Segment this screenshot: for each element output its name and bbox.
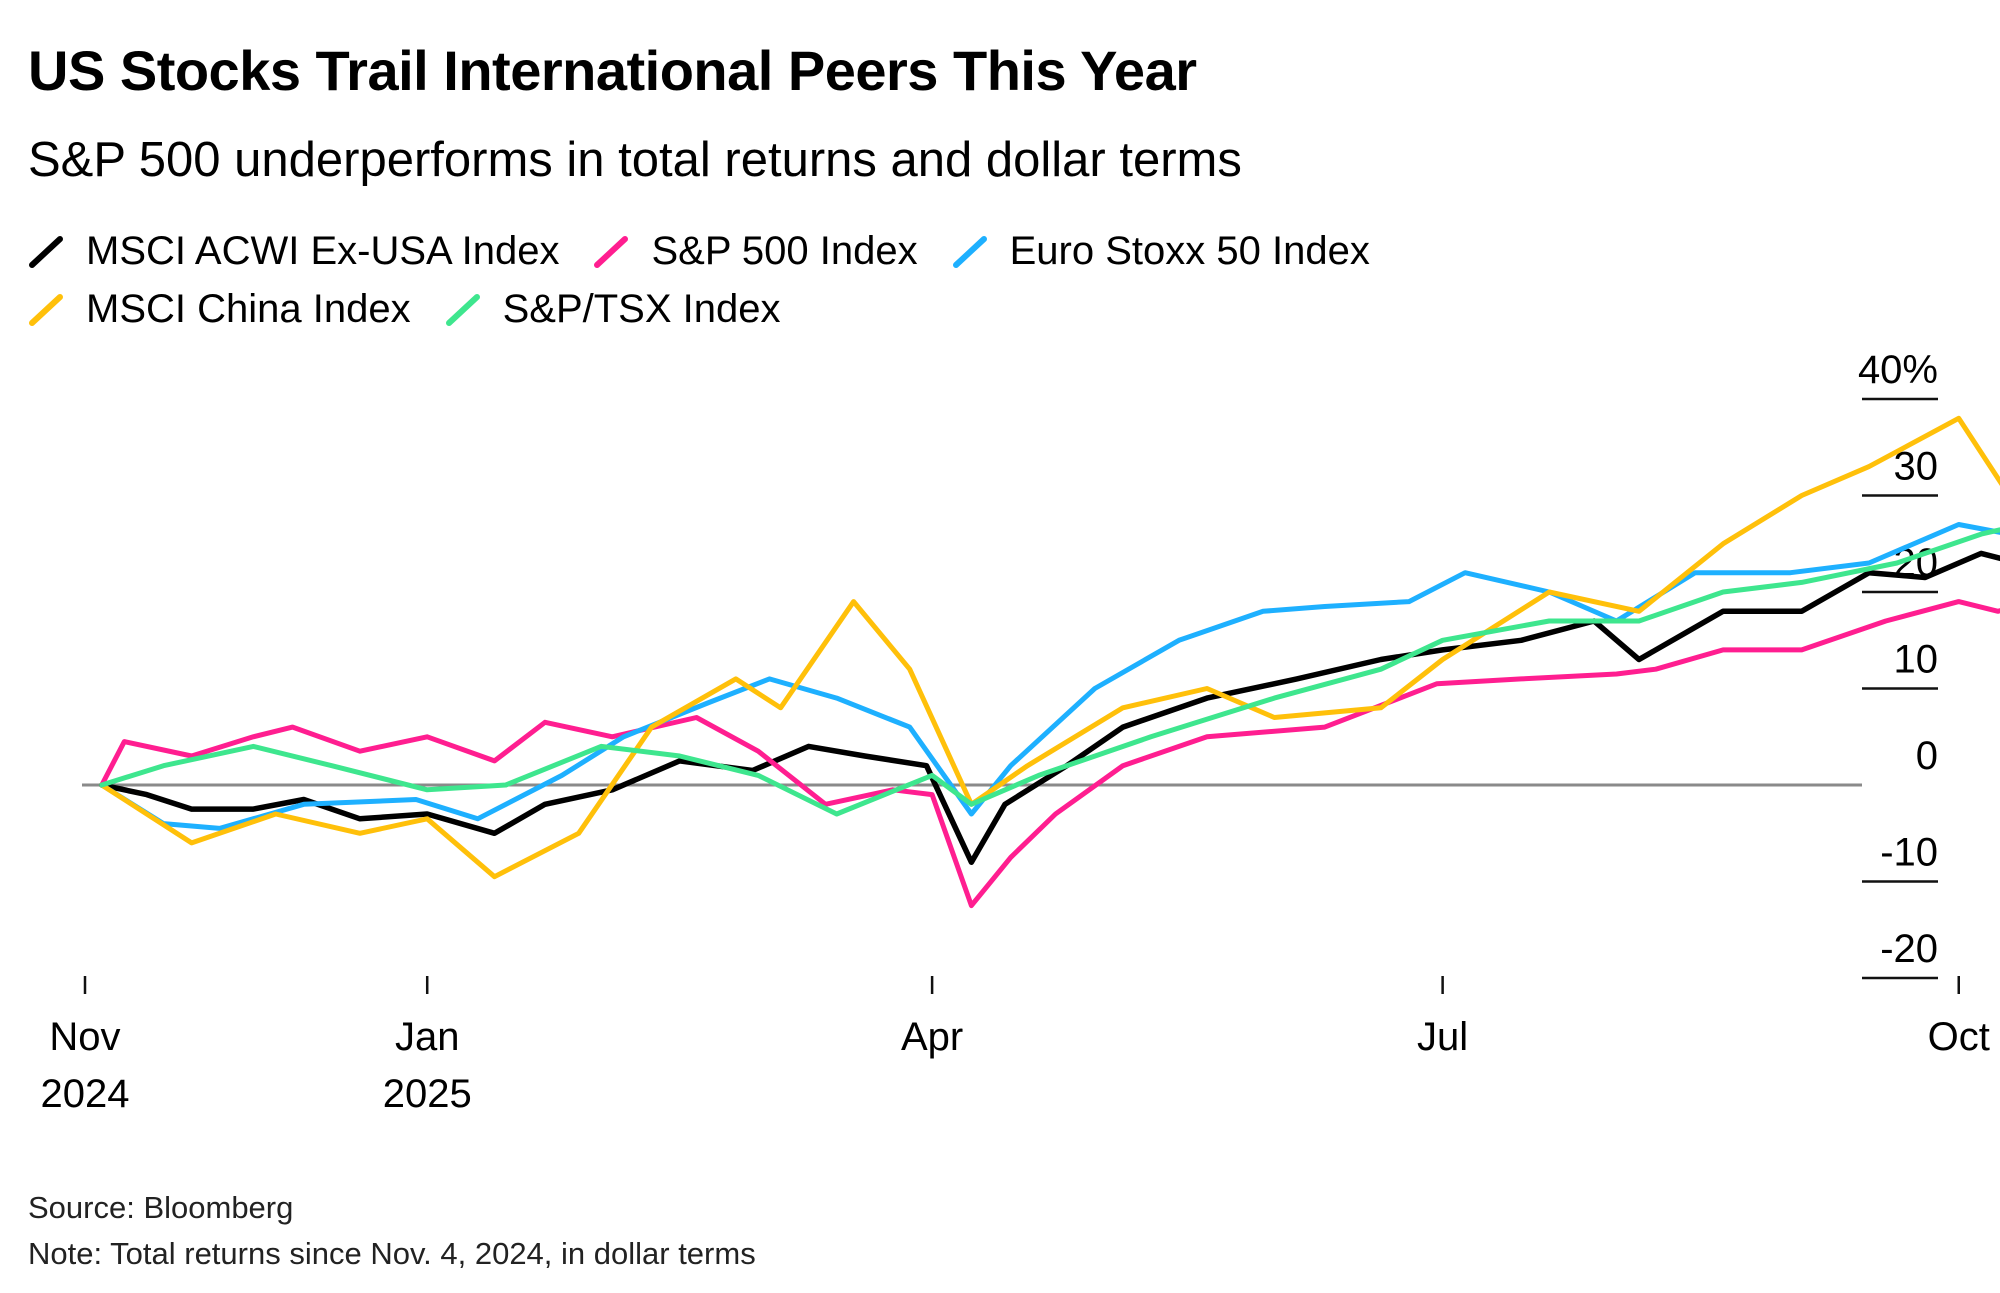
x-tick-label-year: 2025: [383, 1072, 472, 1116]
source-note: Source: Bloomberg: [28, 1190, 294, 1225]
footnote: Note: Total returns since Nov. 4, 2024, …: [28, 1236, 756, 1271]
x-tick-label-year: 2024: [41, 1072, 130, 1116]
legend-item: S&P 500 Index: [593, 228, 918, 274]
legend-item: S&P/TSX Index: [445, 287, 781, 332]
x-tick-label: Jul: [1417, 1015, 1468, 1059]
legend-swatch-mark: [594, 236, 629, 268]
legend-swatch: [952, 231, 990, 271]
legend-swatch: [28, 231, 66, 271]
series-line: [99, 550, 2000, 865]
legend-swatch-line: [594, 236, 629, 268]
legend-swatch-line: [952, 236, 987, 268]
chart-title: US Stocks Trail International Peers This…: [28, 39, 1197, 102]
legend-swatch-mark: [29, 236, 63, 268]
legend-row-2: MSCI China Index S&P/TSX Index: [28, 280, 1728, 338]
chart-legend: MSCI ACWI Ex-USA Index S&P 500 Index Eur…: [28, 222, 1728, 338]
legend-item: MSCI ACWI Ex-USA Index: [28, 229, 559, 274]
series-line: [99, 522, 2000, 831]
legend-row-1: MSCI ACWI Ex-USA Index S&P 500 Index Eur…: [28, 222, 1728, 280]
y-tick-label: 10: [1894, 638, 1939, 682]
legend-label: Euro Stoxx 50 Index: [1009, 228, 1370, 273]
chart-subtitle: S&P 500 underperforms in total returns a…: [28, 133, 1242, 187]
legend-swatch-mark: [29, 294, 63, 326]
legend-swatch: [28, 289, 66, 329]
legend-label: S&P 500 Index: [651, 228, 918, 273]
x-tick-label: Jan: [395, 1015, 460, 1059]
y-tick-label: 40%: [1858, 348, 1938, 392]
legend-item: Euro Stoxx 50 Index: [952, 229, 1370, 274]
y-tick-label: 0: [1916, 734, 1938, 778]
legend-swatch-line: [445, 294, 480, 326]
series-line: [99, 415, 2000, 880]
legend-label: S&P/TSX Index: [502, 286, 781, 331]
x-tick-label: Nov: [49, 1015, 120, 1059]
series-line: [99, 527, 2000, 817]
y-tick-label: -10: [1880, 831, 1938, 875]
legend-label: MSCI China Index: [86, 286, 411, 331]
legend-swatch: [593, 231, 631, 271]
legend-swatch-line: [29, 236, 63, 268]
x-tick-label: Apr: [901, 1015, 963, 1059]
series-line: [99, 599, 2000, 909]
legend-item: MSCI China Index: [28, 287, 411, 332]
y-tick-label: -20: [1880, 927, 1938, 971]
legend-swatch-mark: [445, 294, 480, 326]
x-tick-label: Oct: [1928, 1015, 1990, 1059]
legend-swatch: [445, 289, 483, 329]
legend-swatch-line: [29, 294, 63, 326]
legend-label: MSCI ACWI Ex-USA Index: [86, 228, 560, 273]
legend-swatch-mark: [952, 236, 987, 268]
